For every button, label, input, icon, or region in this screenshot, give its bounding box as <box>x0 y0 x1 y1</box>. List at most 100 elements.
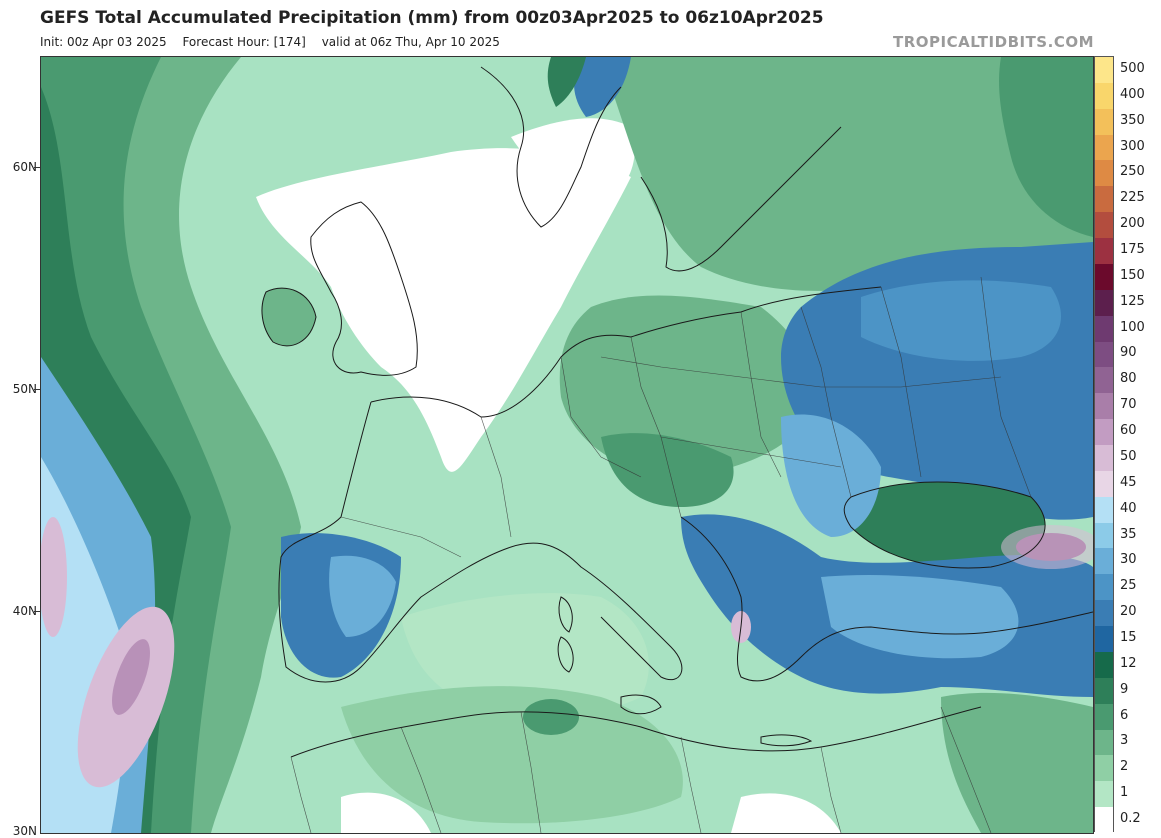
coast-corsica <box>558 596 573 633</box>
coast-britain <box>310 201 418 376</box>
precip-norway-dark <box>547 57 586 107</box>
colorbar-segment <box>1095 703 1113 731</box>
colorbar-segment <box>1095 651 1113 679</box>
map-subtitle: Init: 00z Apr 03 2025 Forecast Hour: [17… <box>40 35 512 49</box>
colorbar-label: 80 <box>1120 371 1137 387</box>
coast-ireland <box>261 287 317 347</box>
border <box>980 276 1032 498</box>
colorbar-label: 30 <box>1120 552 1137 568</box>
colorbar-segment <box>1095 807 1113 834</box>
colorbar-segment <box>1095 626 1113 653</box>
border <box>880 286 922 478</box>
precip-none-northsea <box>256 148 631 472</box>
colorbar-segment <box>1095 289 1113 317</box>
border <box>520 711 542 833</box>
colorbar-label: 90 <box>1120 345 1137 361</box>
precip-tunisia-dark <box>523 699 579 735</box>
coast-north-europe <box>370 286 882 418</box>
colorbar-label: 50 <box>1120 448 1137 464</box>
colorbar-label: 1 <box>1120 785 1129 801</box>
colorbar-label: 6 <box>1120 707 1129 723</box>
precip-none-north <box>511 118 635 207</box>
colorbar-label: 2 <box>1120 759 1129 775</box>
precip-iberia-light <box>329 555 396 637</box>
precip-scandinavia <box>601 57 1093 291</box>
colorbar-label: 20 <box>1120 604 1137 620</box>
border <box>660 436 842 468</box>
border <box>290 756 312 833</box>
precip-east-europe-light <box>861 280 1061 361</box>
colorbar-label: 350 <box>1120 112 1145 128</box>
lat-label-60n: 60N <box>12 160 37 174</box>
precip-mideast <box>941 692 1093 833</box>
precip-africa-green <box>341 686 683 824</box>
lat-tick <box>34 389 40 390</box>
border <box>600 356 1002 388</box>
lat-tick <box>34 167 40 168</box>
precip-west-pink <box>41 517 67 637</box>
colorbar-label: 300 <box>1120 138 1145 154</box>
brand-watermark: TROPICALTIDBITS.COM <box>893 33 1094 51</box>
country-borders <box>290 276 1032 833</box>
coast-crete <box>760 734 813 747</box>
colorbar-label: 15 <box>1120 630 1137 645</box>
colorbar-segment <box>1095 600 1113 627</box>
colorbar-segment <box>1095 367 1113 394</box>
coast-east-med <box>680 516 1093 682</box>
colorbar-segment <box>1095 186 1113 213</box>
colorbar-label: 40 <box>1120 500 1137 516</box>
colorbar-segment <box>1095 574 1113 601</box>
coast-baltic <box>640 126 842 272</box>
colorbar-segment <box>1095 677 1113 705</box>
precip-none-africa2 <box>731 793 841 833</box>
precip-med-light <box>401 593 649 714</box>
colorbar-label: 45 <box>1120 474 1137 490</box>
colorbar-label: 3 <box>1120 733 1129 749</box>
border <box>740 311 782 478</box>
colorbar-segment <box>1095 57 1113 84</box>
coast-sardinia <box>557 636 574 673</box>
colorbar-segment <box>1095 522 1113 549</box>
colorbar-label: 70 <box>1120 397 1137 413</box>
colorbar-segment <box>1095 755 1113 782</box>
colorbar-segment <box>1095 212 1113 239</box>
coast-black-sea <box>843 481 1046 569</box>
colorbar-label: 250 <box>1120 164 1145 180</box>
precip-none-africa <box>341 792 431 833</box>
precip-alps <box>601 433 734 507</box>
border <box>480 416 512 538</box>
coast-north-africa <box>290 706 982 758</box>
border <box>820 746 842 833</box>
lat-label-50n: 50N <box>12 382 37 396</box>
precip-atlantic-purple <box>112 639 150 715</box>
colorbar-label: 500 <box>1120 60 1145 76</box>
precip-colorbar <box>1094 56 1114 834</box>
valid-time: valid at 06z Thu, Apr 10 2025 <box>321 35 500 49</box>
colorbar-segment <box>1095 548 1113 575</box>
precipitation-map[interactable] <box>40 56 1094 834</box>
border <box>560 356 642 478</box>
colorbar-segment <box>1095 108 1113 136</box>
border <box>680 736 702 833</box>
colorbar-label: 9 <box>1120 681 1129 697</box>
colorbar-segment <box>1095 82 1113 110</box>
colorbar-label: 225 <box>1120 190 1145 206</box>
colorbar-segment <box>1095 496 1113 524</box>
colorbar-label: 400 <box>1120 86 1145 102</box>
precip-central-europe <box>559 295 814 477</box>
colorbar-segment <box>1095 419 1113 446</box>
lat-tick <box>34 611 40 612</box>
coastlines <box>261 66 1093 758</box>
map-title: GEFS Total Accumulated Precipitation (mm… <box>40 8 824 28</box>
colorbar-segment <box>1095 445 1113 472</box>
lat-label-30n: 30N <box>12 824 37 838</box>
colorbar-label: 200 <box>1120 216 1145 232</box>
colorbar-label: 100 <box>1120 319 1145 335</box>
colorbar-segment <box>1095 238 1113 265</box>
precip-turkey-light <box>821 575 1019 659</box>
border <box>630 336 682 518</box>
forecast-hour: Forecast Hour: [174] <box>182 35 306 49</box>
colorbar-label: 150 <box>1120 267 1145 283</box>
precip-caucasus-pink <box>1001 525 1093 569</box>
precip-black-sea-green <box>851 482 1046 568</box>
